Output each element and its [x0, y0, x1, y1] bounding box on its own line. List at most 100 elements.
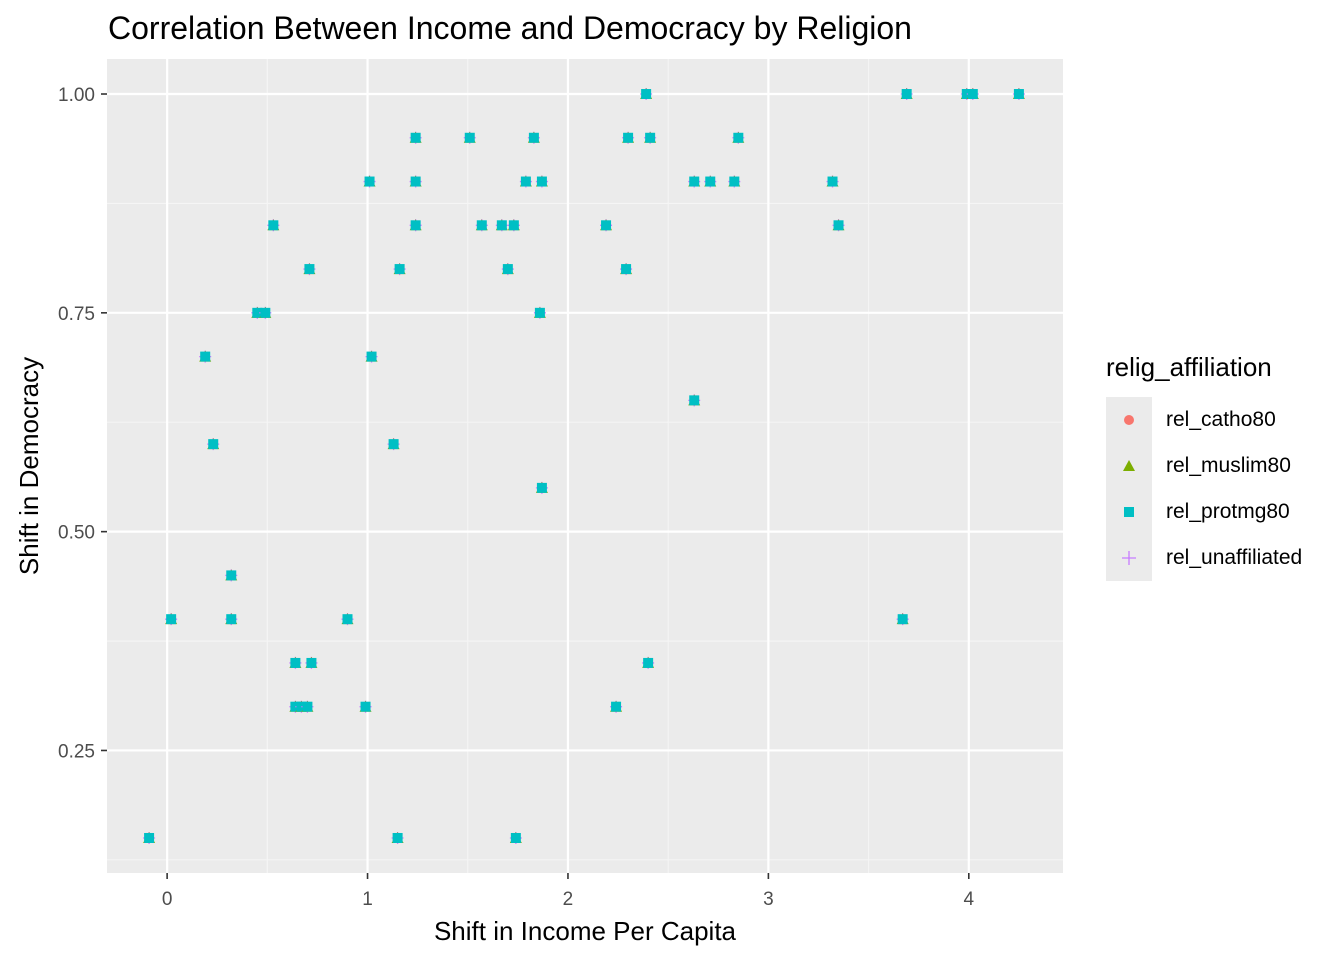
data-point — [463, 131, 476, 144]
y-tick-label: 0.50 — [58, 523, 95, 544]
data-point — [359, 700, 372, 713]
data-point — [642, 656, 655, 669]
point-mark-protmg — [689, 395, 700, 406]
point-mark-protmg — [268, 220, 279, 231]
point-mark-protmg — [643, 657, 654, 668]
data-point — [409, 219, 422, 232]
data-point — [199, 350, 212, 363]
data-point — [165, 613, 178, 626]
data-point — [225, 613, 238, 626]
point-mark-protmg — [729, 176, 740, 187]
point-mark-protmg — [536, 482, 547, 493]
data-point — [826, 175, 839, 188]
data-point — [501, 263, 514, 276]
point-mark-protmg — [645, 132, 656, 143]
point-mark-protmg — [226, 614, 237, 625]
data-point — [301, 700, 314, 713]
point-mark-protmg — [252, 307, 263, 318]
data-point — [644, 131, 657, 144]
legend: relig_affiliation rel_catho80 rel_muslim… — [1106, 352, 1302, 581]
data-point — [732, 131, 745, 144]
data-point — [600, 219, 613, 232]
x-tick-label: 0 — [162, 889, 173, 910]
point-mark-protmg — [601, 220, 612, 231]
data-point — [519, 175, 532, 188]
point-mark-protmg — [364, 176, 375, 187]
x-tick-label: 2 — [563, 889, 574, 910]
point-mark-protmg — [508, 220, 519, 231]
data-point — [303, 263, 316, 276]
square-marker-icon — [1106, 489, 1152, 535]
data-point — [610, 700, 623, 713]
point-mark-protmg — [410, 176, 421, 187]
x-axis: 0 1 2 3 4 — [162, 873, 975, 910]
point-mark-protmg — [304, 264, 315, 275]
data-point — [259, 306, 272, 319]
legend-label: rel_unaffiliated — [1166, 546, 1303, 569]
data-point — [507, 219, 520, 232]
legend-item-rel-muslim80: rel_muslim80 — [1106, 443, 1302, 489]
data-point — [688, 175, 701, 188]
point-mark-protmg — [296, 701, 307, 712]
point-mark-protmg — [392, 832, 403, 843]
legend-label: rel_muslim80 — [1166, 454, 1291, 477]
point-mark-protmg — [476, 220, 487, 231]
minor-gridlines — [107, 59, 1063, 873]
data-point — [391, 831, 404, 844]
plus-marker-icon — [1106, 535, 1152, 581]
y-axis: 0.25 0.50 0.75 1.00 — [58, 85, 107, 762]
legend-item-rel-catho80: rel_catho80 — [1106, 397, 1302, 443]
chart-title: Correlation Between Income and Democracy… — [108, 10, 912, 46]
data-point — [409, 175, 422, 188]
point-mark-protmg — [388, 439, 399, 450]
point-mark-protmg — [410, 132, 421, 143]
data-point — [640, 88, 653, 101]
point-mark-protmg — [290, 657, 301, 668]
point-mark-protmg — [410, 220, 421, 231]
data-point — [409, 131, 422, 144]
legend-label: rel_catho80 — [1166, 408, 1276, 431]
y-axis-title: Shift in Democracy — [14, 357, 44, 575]
point-mark-protmg — [226, 570, 237, 581]
data-point — [966, 88, 979, 101]
data-point — [305, 656, 318, 669]
point-mark-protmg — [833, 220, 844, 231]
data-point — [225, 569, 238, 582]
data-point — [896, 613, 909, 626]
point-mark-protmg — [611, 701, 622, 712]
point-mark-protmg — [342, 614, 353, 625]
point-mark-protmg — [394, 264, 405, 275]
point-mark-protmg — [166, 614, 177, 625]
point-mark-protmg — [534, 307, 545, 318]
data-point — [900, 88, 913, 101]
plot-panel — [107, 59, 1063, 873]
point-mark-protmg — [502, 264, 513, 275]
x-axis-title: Shift in Income Per Capita — [434, 916, 737, 946]
point-mark-protmg — [520, 176, 531, 187]
data-point — [535, 481, 548, 494]
point-mark-protmg — [827, 176, 838, 187]
y-tick-label: 0.75 — [58, 304, 95, 325]
data-points — [143, 88, 1025, 844]
data-point — [495, 219, 508, 232]
data-point — [387, 438, 400, 451]
data-point — [267, 219, 280, 232]
data-point — [728, 175, 741, 188]
point-mark-protmg — [360, 701, 371, 712]
point-mark-protmg — [733, 132, 744, 143]
point-mark-protmg — [302, 701, 313, 712]
x-tick-label: 1 — [362, 889, 373, 910]
data-point — [688, 394, 701, 407]
point-mark-protmg — [144, 832, 155, 843]
point-mark-protmg — [200, 351, 211, 362]
data-point — [620, 263, 633, 276]
y-tick-label: 1.00 — [58, 85, 95, 106]
point-mark-protmg — [641, 89, 652, 100]
point-mark-protmg — [961, 89, 972, 100]
data-point — [341, 613, 354, 626]
data-point — [289, 656, 302, 669]
y-tick-label: 0.25 — [58, 741, 95, 762]
point-mark-protmg — [536, 176, 547, 187]
point-mark-protmg — [897, 614, 908, 625]
